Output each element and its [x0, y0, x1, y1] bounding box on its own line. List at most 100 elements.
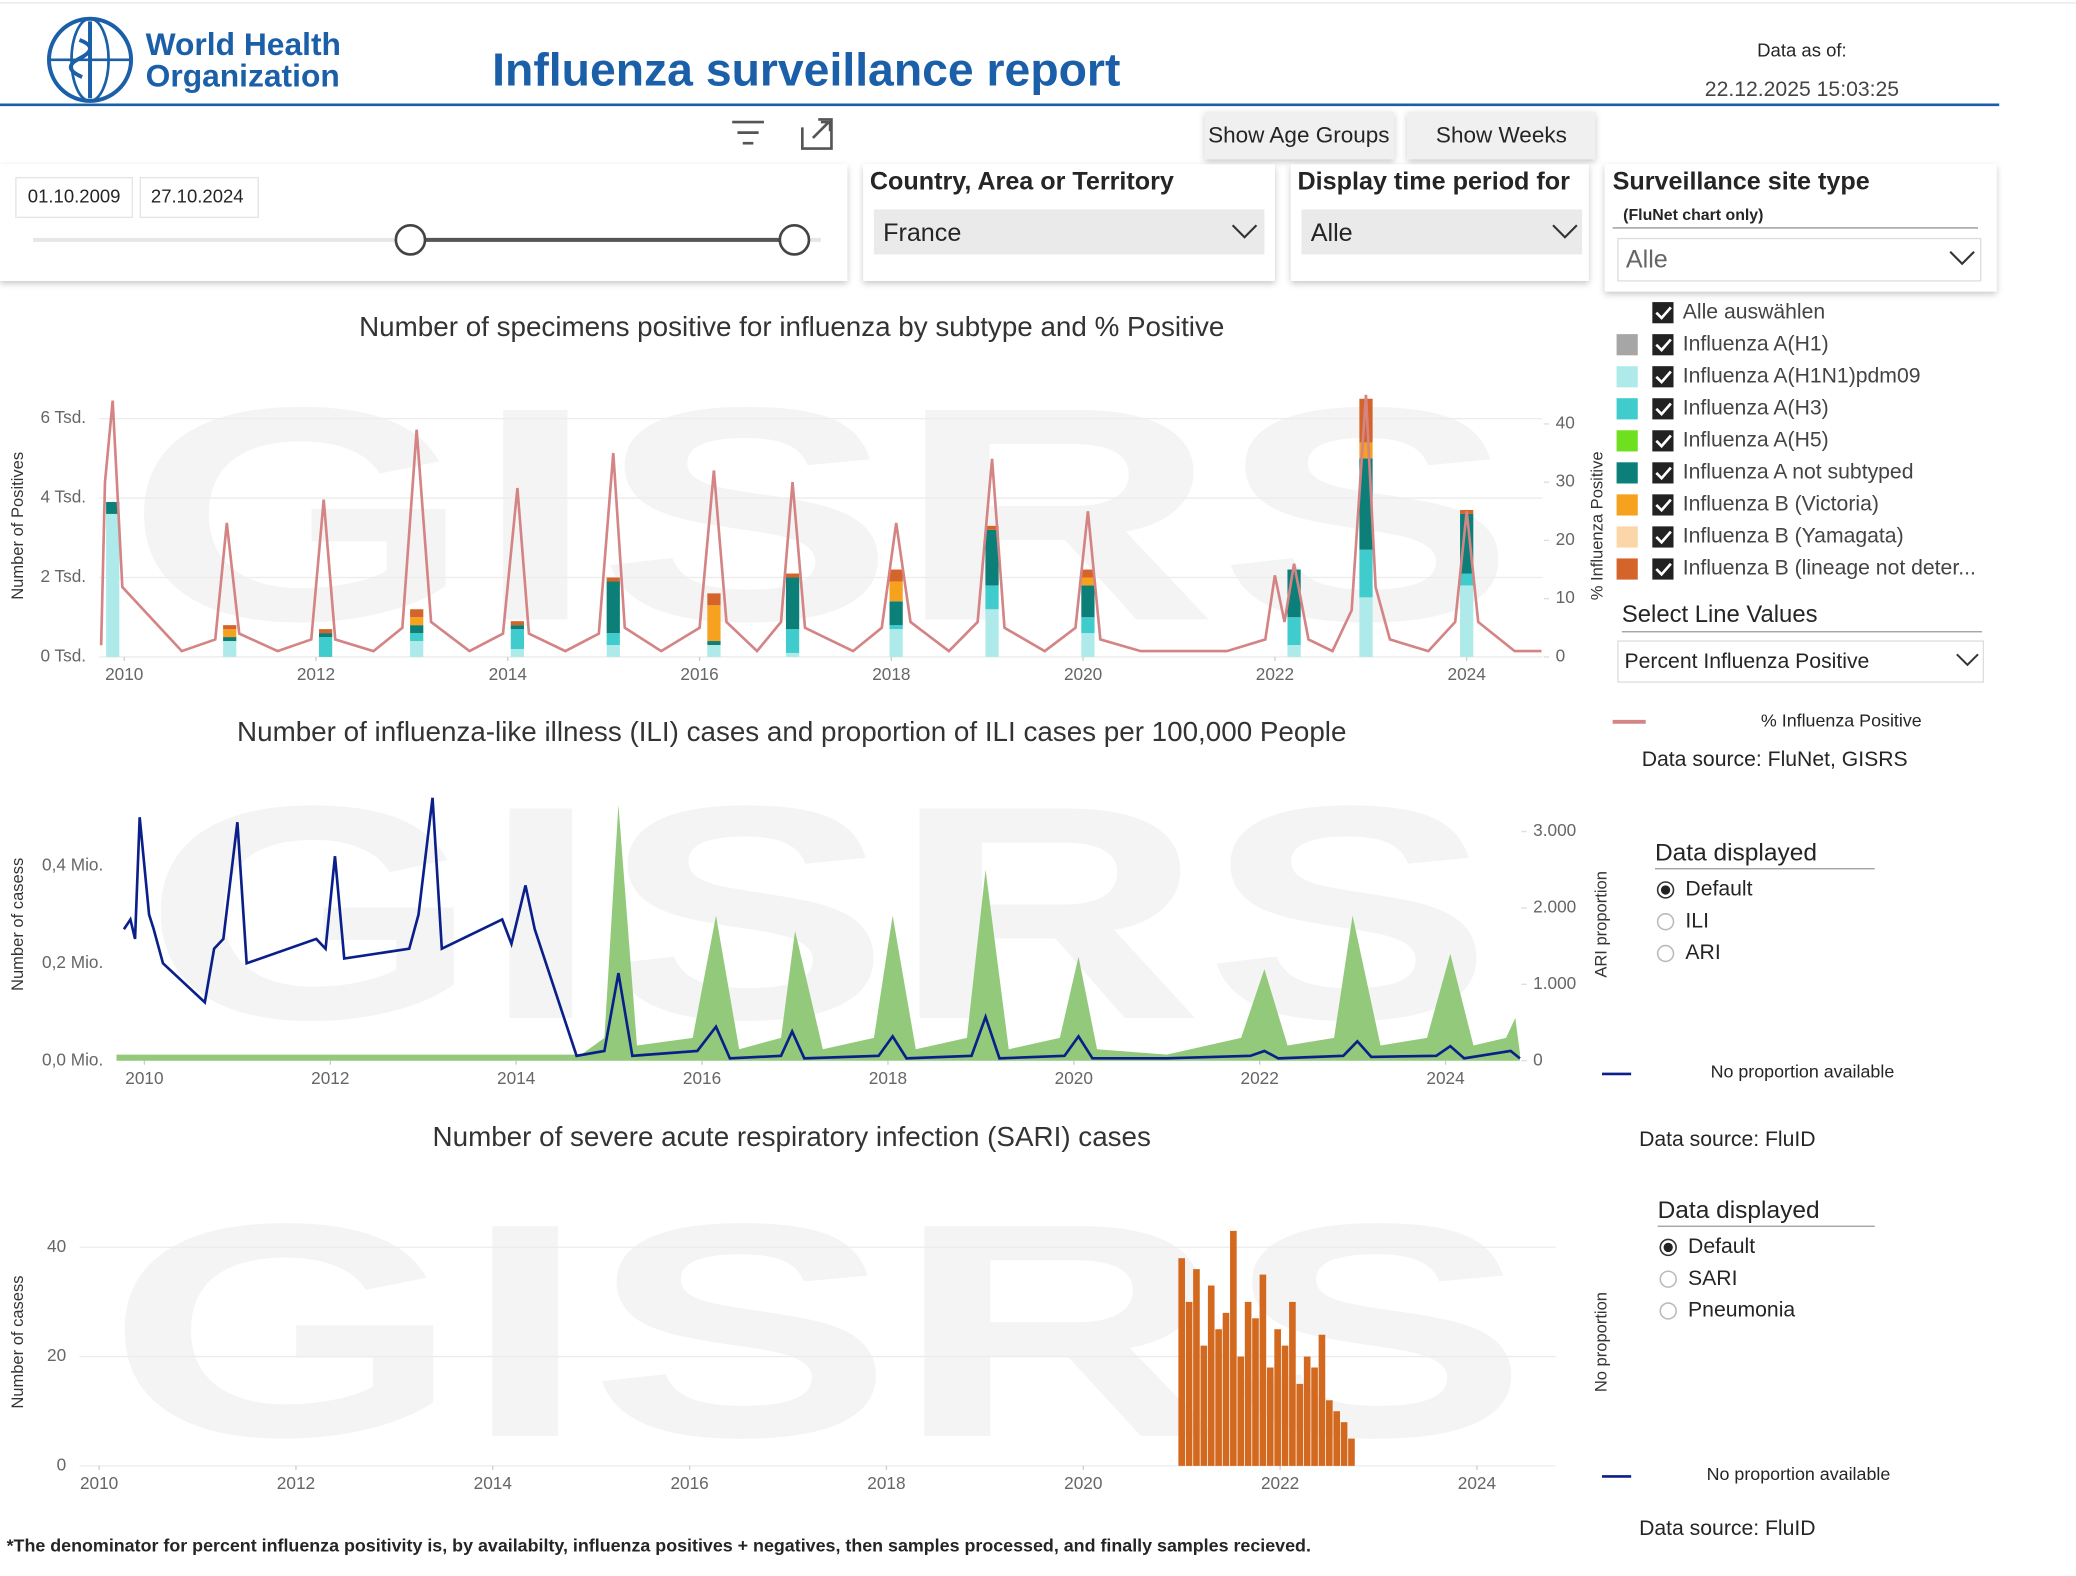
- radio-label[interactable]: ILI: [1685, 909, 1709, 932]
- legend-label[interactable]: Alle auswählen: [1683, 300, 1825, 323]
- legend-label[interactable]: Influenza A(H1N1)pdm09: [1683, 364, 1921, 387]
- chevron: [1552, 224, 1578, 239]
- legend-swatch: [1616, 366, 1638, 388]
- radio[interactable]: [1656, 912, 1675, 931]
- bar-segment: [606, 645, 620, 657]
- y-tick-label: 20: [47, 1345, 66, 1365]
- radio-label[interactable]: Pneumonia: [1688, 1299, 1795, 1322]
- button[interactable]: [1204, 111, 1395, 160]
- radio-dot: [1660, 885, 1671, 895]
- x-tick-label: 2018: [869, 1068, 907, 1088]
- bar-segment: [410, 617, 424, 626]
- dropdown-value[interactable]: Alle: [1626, 246, 1668, 274]
- y-axis-title: Number of casess: [8, 858, 27, 991]
- y-tick-label: 0,2 Mio.: [42, 952, 103, 972]
- dropdown[interactable]: [873, 209, 1265, 255]
- y-tick-label: 0,0 Mio.: [42, 1049, 103, 1069]
- y2-tick-label: 0: [1533, 1049, 1543, 1069]
- dropdown[interactable]: [1617, 640, 1984, 683]
- dropdown[interactable]: [1617, 237, 1982, 282]
- legend-label[interactable]: Influenza B (lineage not deter...: [1683, 557, 1976, 580]
- bar-segment: [889, 569, 903, 582]
- bar-segment: [410, 609, 424, 618]
- radio-label[interactable]: Default: [1688, 1235, 1755, 1258]
- checkbox[interactable]: [1652, 526, 1674, 548]
- data-as-of-label: Data as of:: [1757, 40, 1847, 61]
- focus-icon[interactable]: [801, 118, 833, 150]
- bar-segment: [318, 629, 333, 634]
- checkbox[interactable]: [1652, 302, 1674, 324]
- bar-segment: [410, 641, 424, 657]
- bar-segment: [223, 637, 237, 642]
- bar-segment: [410, 633, 424, 642]
- bar-segment: [985, 609, 999, 657]
- radio[interactable]: [1656, 944, 1675, 963]
- checkbox[interactable]: [1652, 558, 1674, 580]
- bar-segment: [1081, 569, 1095, 578]
- checkbox[interactable]: [1652, 398, 1674, 420]
- y2-tick-label: 10: [1556, 587, 1575, 607]
- dropdown-value[interactable]: Alle: [1311, 219, 1353, 247]
- y2-tick-label: 20: [1556, 529, 1575, 549]
- bar-segment: [606, 581, 620, 634]
- dropdown[interactable]: [1301, 209, 1583, 255]
- date-end[interactable]: 27.10.2024: [151, 185, 244, 206]
- checkmark: [1655, 306, 1672, 320]
- who-logo: [47, 16, 134, 103]
- legend-swatch: [1616, 334, 1638, 356]
- x-tick-label: 2014: [497, 1068, 536, 1088]
- bar-segment: [1081, 577, 1095, 586]
- checkbox[interactable]: [1652, 430, 1674, 452]
- bar-segment: [1287, 645, 1301, 657]
- dropdown-value[interactable]: Percent Influenza Positive: [1625, 650, 1870, 673]
- radio[interactable]: [1659, 1302, 1677, 1320]
- legend-label[interactable]: Influenza A(H3): [1683, 396, 1829, 419]
- x-tick-label: 2020: [1064, 664, 1102, 684]
- bar: [1222, 1312, 1230, 1466]
- legend-swatch: [1616, 462, 1638, 484]
- legend-label[interactable]: Influenza B (Victoria): [1683, 493, 1879, 516]
- date-start[interactable]: 01.10.2009: [28, 185, 121, 206]
- radio[interactable]: [1659, 1270, 1677, 1288]
- dropdown-value[interactable]: France: [883, 219, 961, 247]
- radio-label[interactable]: ARI: [1685, 941, 1720, 964]
- button-label[interactable]: Show Weeks: [1436, 123, 1567, 148]
- checkmark: [1655, 402, 1672, 417]
- slider-handle[interactable]: [778, 223, 811, 256]
- y-axis-title: Number of casess: [8, 1275, 27, 1408]
- legend-label[interactable]: Influenza A not subtyped: [1683, 460, 1914, 483]
- checkmark: [1655, 562, 1672, 577]
- x-tick-label: 2010: [105, 664, 143, 684]
- button[interactable]: [1407, 111, 1596, 160]
- radio-label[interactable]: Default: [1685, 878, 1752, 901]
- legend-label[interactable]: Influenza A(H5): [1683, 428, 1829, 451]
- checkbox[interactable]: [1652, 334, 1674, 356]
- x-tick-label: 2012: [277, 1473, 315, 1493]
- legend-label[interactable]: Influenza B (Yamagata): [1683, 525, 1904, 548]
- filter-icon[interactable]: [732, 120, 764, 145]
- date-input[interactable]: [139, 176, 259, 219]
- date-input[interactable]: [15, 176, 134, 219]
- data-source: Data source: FluID: [1639, 1517, 1815, 1540]
- legend-label[interactable]: Influenza A(H1): [1683, 332, 1829, 355]
- bar: [1281, 1345, 1289, 1466]
- checkbox[interactable]: [1652, 462, 1674, 484]
- button-label[interactable]: Show Age Groups: [1208, 123, 1389, 148]
- filter-label: Surveillance site type: [1613, 168, 1870, 196]
- checkbox[interactable]: [1652, 366, 1674, 388]
- chevron: [1956, 653, 1979, 667]
- bar: [1244, 1301, 1252, 1466]
- y-tick-label: 0,4 Mio.: [42, 854, 103, 874]
- checkbox[interactable]: [1652, 494, 1674, 516]
- y2-axis-title: % Influenza Positive: [1587, 451, 1606, 600]
- bar-segment: [606, 633, 620, 646]
- slider-handle[interactable]: [394, 223, 427, 256]
- x-tick-label: 2012: [297, 664, 335, 684]
- radio-label[interactable]: SARI: [1688, 1267, 1737, 1290]
- bar: [1318, 1334, 1326, 1466]
- footnote: *The denominator for percent influenza p…: [7, 1535, 1311, 1555]
- bar: [1230, 1230, 1237, 1466]
- legend-label: No proportion available: [1711, 1061, 1895, 1081]
- x-tick-label: 2016: [680, 664, 718, 684]
